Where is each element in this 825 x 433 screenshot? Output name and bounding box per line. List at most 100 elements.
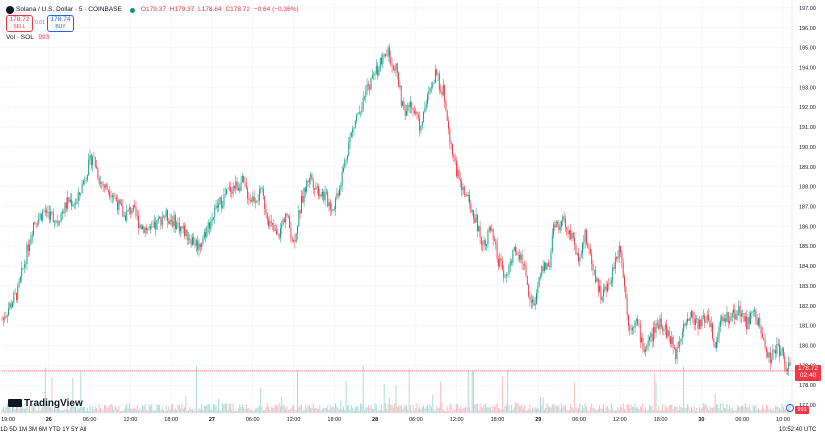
candle-body bbox=[744, 316, 746, 322]
candle-body bbox=[643, 348, 645, 352]
candle-body bbox=[713, 338, 715, 343]
candle-body bbox=[541, 266, 543, 276]
candle-body bbox=[609, 283, 611, 285]
candle-body bbox=[75, 203, 77, 205]
volume-bar bbox=[138, 410, 140, 413]
volume-bar bbox=[526, 410, 528, 413]
candle-body bbox=[134, 204, 136, 208]
volume-bar bbox=[469, 407, 471, 413]
candle-body bbox=[356, 115, 358, 121]
volume-bar bbox=[503, 408, 505, 413]
volume-bar bbox=[156, 404, 158, 413]
time-tick-label: 19:00 bbox=[1, 417, 15, 423]
price-axis[interactable]: 197.00 196.00 195.00 194.00 193.00 192.00 191.… bbox=[799, 6, 816, 409]
volume-bar bbox=[684, 407, 686, 413]
volume-bar bbox=[142, 405, 143, 413]
volume-bar bbox=[406, 406, 407, 413]
sell-button[interactable]: 178.72 SELL bbox=[6, 15, 33, 32]
candle-body bbox=[382, 55, 384, 65]
volume-bar bbox=[324, 408, 326, 413]
candle-body bbox=[84, 180, 86, 182]
volume-bar bbox=[286, 406, 288, 413]
volume-bar bbox=[458, 408, 460, 413]
candle-body bbox=[88, 159, 90, 176]
candle-body bbox=[568, 230, 570, 235]
volume-bar bbox=[476, 403, 478, 413]
candle-body bbox=[4, 317, 6, 319]
volume-bar bbox=[529, 403, 531, 413]
candle-body bbox=[375, 65, 377, 74]
volume-bar bbox=[188, 410, 189, 413]
utc-clock[interactable]: 10:52:40 UTC bbox=[779, 427, 817, 433]
volume-bar bbox=[94, 407, 96, 413]
sell-price: 178.72 bbox=[9, 16, 30, 23]
candle-body bbox=[299, 209, 301, 214]
volume-bar bbox=[23, 408, 25, 413]
candle-body bbox=[77, 192, 79, 201]
candle-body bbox=[139, 225, 141, 229]
candle-body bbox=[635, 319, 637, 321]
candle-body bbox=[124, 215, 126, 221]
volume-bar bbox=[412, 405, 414, 413]
volume-bar bbox=[537, 407, 539, 413]
volume-bar bbox=[115, 406, 117, 413]
candle-body bbox=[354, 120, 356, 128]
volume-bar bbox=[335, 403, 337, 413]
candle-body bbox=[298, 209, 300, 227]
candle-body bbox=[457, 169, 459, 177]
buy-price: 178.74 bbox=[50, 16, 71, 23]
volume-bar bbox=[449, 405, 451, 413]
candle-body bbox=[689, 316, 691, 321]
candle-body bbox=[235, 181, 237, 189]
volume-bar bbox=[738, 406, 740, 413]
volume-bar bbox=[740, 405, 742, 413]
volume-bar bbox=[169, 409, 171, 413]
tradingview-logo[interactable]: TradingView bbox=[8, 398, 83, 409]
candle-body bbox=[344, 159, 346, 168]
candle-body bbox=[17, 285, 19, 300]
candle-body bbox=[18, 281, 20, 286]
volume-bar bbox=[110, 403, 112, 413]
buy-button[interactable]: 178.74 BUY bbox=[47, 15, 74, 32]
candle-body bbox=[54, 220, 55, 222]
volume-bar bbox=[532, 407, 534, 413]
time-axis[interactable]: 19:00 26 06:00 12:00 18:00 27 06:00 12:00 18:00 2… bbox=[1, 417, 790, 423]
candle-body bbox=[152, 226, 154, 228]
volume-bar bbox=[122, 410, 124, 413]
volume-bar bbox=[360, 403, 361, 413]
volume-bar bbox=[780, 409, 782, 413]
volume-bar bbox=[386, 408, 388, 413]
volume-bar bbox=[367, 405, 369, 413]
candle-body bbox=[335, 198, 337, 209]
volume-bar bbox=[153, 410, 155, 413]
range-buttons[interactable]: 1D 5D 1M 3M 6M YTD 1Y 5Y All bbox=[0, 427, 87, 433]
candle-body bbox=[759, 317, 761, 327]
volume-bar bbox=[181, 403, 183, 413]
settings-icon[interactable] bbox=[786, 404, 794, 412]
candle-body bbox=[68, 197, 70, 202]
candle-body bbox=[103, 185, 105, 188]
candle-body bbox=[310, 174, 312, 179]
candle-body bbox=[663, 329, 665, 331]
candle-body bbox=[709, 320, 711, 327]
volume-bar bbox=[27, 408, 29, 413]
candle-body bbox=[316, 186, 318, 188]
volume-bar bbox=[151, 404, 153, 413]
volume-legend[interactable]: Vol · SOL 993 bbox=[6, 34, 49, 41]
volume-bar bbox=[563, 405, 565, 413]
candle-body bbox=[712, 323, 713, 339]
volume-bar bbox=[504, 406, 506, 413]
candle-body bbox=[593, 270, 595, 271]
candle-body bbox=[289, 216, 291, 229]
candle-body bbox=[59, 221, 61, 223]
candle-body bbox=[260, 188, 262, 190]
candle-body bbox=[407, 105, 409, 112]
candle-body bbox=[295, 233, 297, 242]
volume-bar bbox=[671, 404, 673, 413]
candle-body bbox=[743, 312, 745, 322]
candle-body bbox=[622, 262, 624, 277]
volume-bar bbox=[722, 403, 724, 413]
symbol-title[interactable]: Solana / U.S. Dollar · 5 · COINBASE bbox=[16, 6, 122, 13]
candle-body bbox=[497, 259, 499, 267]
